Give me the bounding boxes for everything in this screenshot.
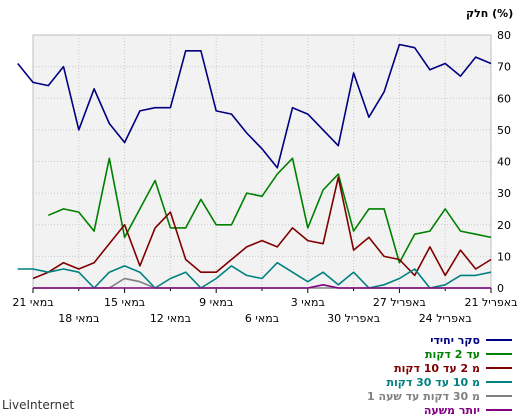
x-tick-label: 21 באפריל xyxy=(464,296,517,309)
series-line-2 xyxy=(47,157,492,264)
legend-label: סקר יחידי xyxy=(430,334,480,347)
x-tick-label: 27 באפריל xyxy=(373,296,426,309)
x-tick-label: 15 במאי xyxy=(104,296,145,309)
x-tick-label: 9 במאי xyxy=(199,296,233,309)
series-line-4 xyxy=(17,261,492,289)
y-tick-label: 50 xyxy=(497,124,511,137)
series-line-3 xyxy=(32,176,492,280)
y-tick-label: 30 xyxy=(497,187,511,200)
series-lines xyxy=(17,43,492,289)
x-tick-label: 12 במאי xyxy=(150,312,191,325)
y-tick-label: 80 xyxy=(497,29,511,42)
x-tick-label: 18 במאי xyxy=(58,312,99,325)
x-tick-label: 30 באפריל xyxy=(327,312,380,325)
y-tick-label: 40 xyxy=(497,156,511,169)
legend-label: מ 30 דקות עד שעה 1 xyxy=(367,390,480,403)
legend-label: יותר משעה xyxy=(424,404,480,417)
series-line-1 xyxy=(17,43,492,169)
x-tick-label: 3 במאי xyxy=(291,296,325,309)
y-tick-labels: 0 10 20 30 40 50 60 70 80 xyxy=(497,29,511,295)
x-tick-label: 24 באפריל xyxy=(419,312,472,325)
legend-label: עד 2 דקות xyxy=(425,348,480,361)
legend-label: מ 10 עד 30 דקות xyxy=(386,376,480,389)
y-tick-label: 60 xyxy=(497,92,511,105)
x-tick-labels: 21 באפריל 27 באפריל 3 במאי 9 במאי 15 במאי 21 … xyxy=(12,288,518,325)
brand-text: LiveInternet xyxy=(2,398,75,412)
x-tick-label: 21 במאי xyxy=(12,296,53,309)
y-axis-label: חלק (%) xyxy=(466,7,513,20)
y-tick-label: 70 xyxy=(497,61,511,74)
x-tick-label: 6 במאי xyxy=(245,312,279,325)
y-tick-label: 0 xyxy=(497,282,504,295)
y-tick-label: 20 xyxy=(497,219,511,232)
legend-label: מ 2 עד 10 דקות xyxy=(394,362,480,375)
series-line-6 xyxy=(33,283,491,289)
y-tick-label: 10 xyxy=(497,250,511,263)
